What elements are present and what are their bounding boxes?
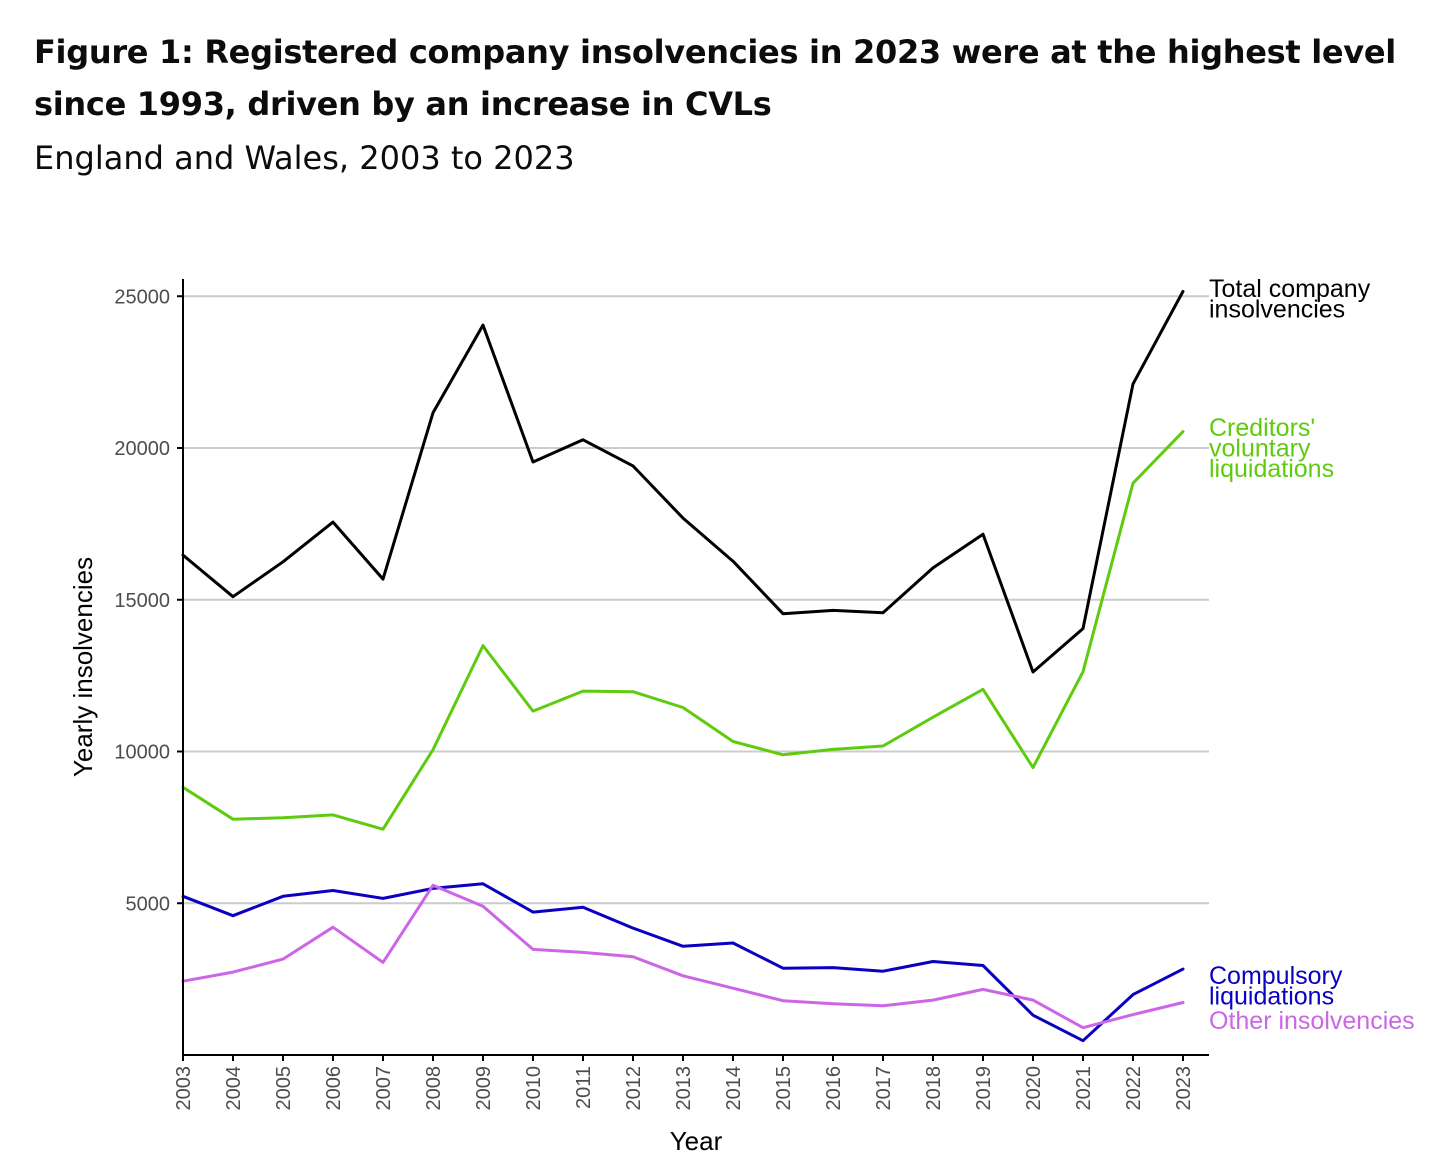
x-tick-label: 2010 xyxy=(523,1066,545,1111)
x-axis-title: Year xyxy=(670,1126,723,1156)
series-line-other-insolvencies xyxy=(181,883,1185,1030)
x-tick-label: 2004 xyxy=(223,1066,245,1111)
x-axis-ticks: 2003 2004 2005 2006 2007 2008 2009 2010 2011 2012… xyxy=(173,1055,1195,1111)
axes xyxy=(182,279,1209,1056)
series-label-creditors-voluntary-liquidations: Creditors' voluntary liquidations xyxy=(1209,414,1334,483)
x-tick-label: 2023 xyxy=(1173,1066,1195,1111)
x-tick-label: 2014 xyxy=(723,1066,745,1111)
series-line-compulsory-liquidations xyxy=(181,882,1185,1043)
x-tick-label: 2021 xyxy=(1073,1066,1095,1111)
y-tick-label: 20000 xyxy=(114,438,170,460)
series-labels: Total company insolvencies Creditors' volun… xyxy=(1209,275,1415,1035)
x-tick-label: 2016 xyxy=(823,1066,845,1111)
x-tick-label: 2006 xyxy=(323,1066,345,1111)
x-tick-label: 2019 xyxy=(973,1066,995,1111)
y-tick-label: 15000 xyxy=(114,590,170,612)
x-tick-label: 2012 xyxy=(623,1066,645,1111)
series-label-other-insolvencies: Other insolvencies xyxy=(1209,1007,1415,1035)
y-tick-label: 10000 xyxy=(114,742,170,764)
y-axis-ticks: 5000 10000 15000 20000 25000 xyxy=(114,286,183,915)
x-tick-label: 2009 xyxy=(473,1066,495,1111)
x-tick-label: 2015 xyxy=(773,1066,795,1111)
series-label-total-company-insolvencies: Total company insolvencies xyxy=(1209,275,1371,324)
figure-title: Figure 1: Registered company insolvencie… xyxy=(34,33,1396,123)
series-lines xyxy=(181,289,1185,1043)
x-tick-label: 2003 xyxy=(173,1066,195,1111)
series-label-compulsory-liquidations: Compulsory liquidations xyxy=(1209,962,1343,1011)
x-tick-label: 2020 xyxy=(1023,1066,1045,1111)
series-line-creditors-voluntary-liquidations xyxy=(181,430,1185,831)
x-tick-label: 2013 xyxy=(673,1066,695,1111)
x-tick-label: 2005 xyxy=(273,1066,295,1111)
x-tick-label: 2011 xyxy=(573,1066,595,1109)
y-axis-title: Yearly insolvencies xyxy=(68,557,98,777)
x-tick-label: 2007 xyxy=(373,1066,395,1111)
y-tick-label: 25000 xyxy=(114,286,170,308)
x-tick-label: 2022 xyxy=(1123,1066,1145,1111)
x-tick-label: 2017 xyxy=(873,1066,895,1111)
y-tick-label: 5000 xyxy=(126,893,171,915)
x-tick-label: 2008 xyxy=(423,1066,445,1111)
x-tick-label: 2018 xyxy=(923,1066,945,1111)
series-line-total-company-insolvencies xyxy=(181,289,1185,674)
gridlines xyxy=(184,295,1209,905)
figure-subtitle: England and Wales, 2003 to 2023 xyxy=(34,139,575,177)
